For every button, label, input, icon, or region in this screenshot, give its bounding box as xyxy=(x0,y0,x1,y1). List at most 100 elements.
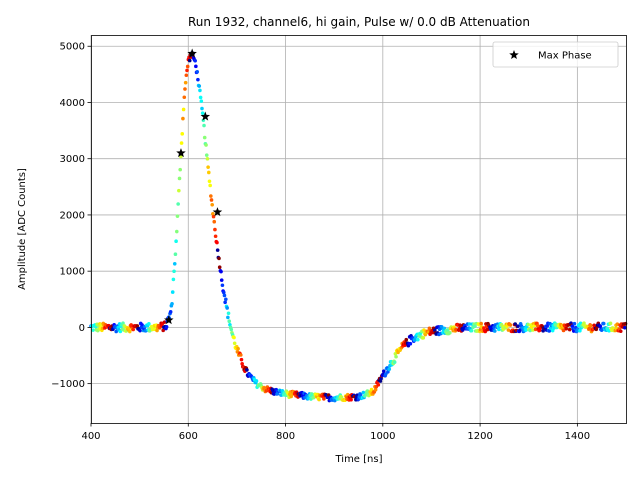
phase-point xyxy=(227,319,232,324)
y-tick-label: 1000 xyxy=(60,267,85,278)
phase-point xyxy=(208,183,212,188)
phase-point xyxy=(226,315,230,320)
phase-point xyxy=(213,234,218,239)
phase-point xyxy=(213,227,217,232)
phase-point xyxy=(211,214,216,219)
phase-point xyxy=(393,351,398,356)
phase-point xyxy=(531,328,535,332)
phase-point xyxy=(206,165,210,169)
phase-point xyxy=(226,311,231,316)
phase-point xyxy=(448,331,452,335)
phase-point xyxy=(458,324,463,328)
phase-point xyxy=(194,64,198,69)
phase-point xyxy=(290,392,294,397)
phase-point xyxy=(181,107,186,112)
y-tick-label: 3000 xyxy=(60,154,85,165)
phase-point xyxy=(454,327,458,332)
phase-point xyxy=(535,323,540,328)
phase-point xyxy=(161,328,165,333)
phase-point xyxy=(561,328,566,333)
phase-point xyxy=(552,326,556,330)
phase-point xyxy=(179,141,184,145)
phase-point xyxy=(381,369,386,373)
phase-point xyxy=(182,95,187,100)
phase-point xyxy=(183,87,187,91)
phase-point xyxy=(172,262,177,266)
phase-point xyxy=(322,397,326,401)
phase-point xyxy=(615,322,620,326)
phase-point xyxy=(178,167,182,172)
phase-point xyxy=(174,239,178,244)
phase-point xyxy=(550,328,555,333)
y-tick-label: 5000 xyxy=(60,42,85,53)
y-tick-label: 4000 xyxy=(60,98,85,109)
phase-point xyxy=(506,328,511,332)
phase-point xyxy=(528,328,532,333)
phase-point xyxy=(431,330,435,335)
phase-point xyxy=(128,329,132,334)
x-tick-label: 600 xyxy=(179,431,198,442)
phase-point xyxy=(578,328,582,333)
phase-point xyxy=(114,329,118,334)
phase-point xyxy=(164,325,169,329)
phase-point xyxy=(479,321,483,326)
phase-point xyxy=(198,95,203,100)
phase-point xyxy=(204,143,208,147)
phase-point xyxy=(215,248,220,252)
max-phase-series xyxy=(164,48,223,325)
phase-point xyxy=(392,360,397,364)
phase-point xyxy=(221,290,226,295)
max-phase-marker xyxy=(176,148,186,158)
phase-point xyxy=(376,383,381,387)
phase-point xyxy=(225,306,229,310)
phase-point xyxy=(526,322,530,327)
phase-point xyxy=(394,354,398,359)
phase-point xyxy=(181,116,185,121)
max-phase-marker xyxy=(200,111,211,121)
phase-point xyxy=(171,277,176,282)
phase-point xyxy=(236,346,240,351)
phase-point xyxy=(217,265,222,270)
phase-point xyxy=(200,106,204,111)
phase-point xyxy=(349,397,353,402)
max-phase-marker xyxy=(187,48,197,58)
phase-point xyxy=(239,353,243,357)
phase-point xyxy=(245,368,249,372)
phase-point xyxy=(177,188,181,193)
phase-point xyxy=(207,179,212,184)
phase-point xyxy=(185,64,190,69)
phase-point xyxy=(533,327,538,332)
phase-point xyxy=(369,387,374,392)
phase-point xyxy=(311,395,316,400)
phase-point xyxy=(587,326,592,331)
phase-point xyxy=(548,326,553,330)
phase-point xyxy=(199,99,204,103)
phase-point xyxy=(413,338,417,342)
phase-point xyxy=(212,219,217,224)
phase-point xyxy=(467,322,472,326)
phase-point xyxy=(211,212,215,216)
phase-point xyxy=(564,326,569,331)
legend-box xyxy=(492,41,619,68)
y-tick-label: 2000 xyxy=(60,210,85,221)
phase-point xyxy=(421,336,426,340)
phase-point xyxy=(608,321,613,326)
phase-point xyxy=(229,327,234,332)
phase-point xyxy=(572,321,577,326)
phase-point xyxy=(155,328,159,333)
phase-point xyxy=(173,252,178,257)
phase-point xyxy=(358,392,363,397)
phase-point xyxy=(516,324,520,328)
phase-point xyxy=(204,153,209,157)
phase-point xyxy=(198,88,202,93)
phase-point xyxy=(91,328,95,332)
phase-point xyxy=(232,335,236,340)
phase-point xyxy=(209,194,213,198)
phase-point xyxy=(135,324,140,328)
phase-point xyxy=(147,322,151,326)
phase-point xyxy=(240,362,244,366)
phase-point xyxy=(201,118,206,123)
phase-point xyxy=(202,123,206,128)
